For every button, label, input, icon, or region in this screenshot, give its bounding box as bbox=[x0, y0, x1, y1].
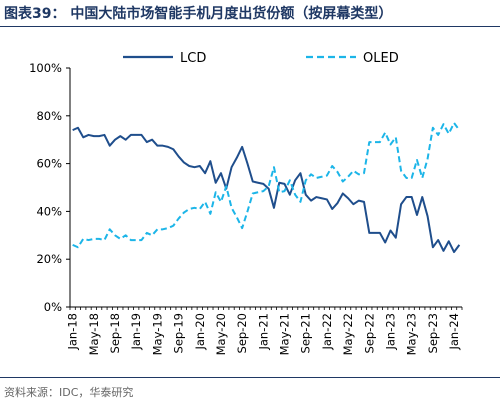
source-note: 资料来源：IDC，华泰研究 bbox=[4, 386, 134, 399]
series-line-lcd bbox=[72, 126, 461, 254]
x-tick-label: May-21 bbox=[278, 313, 292, 355]
x-tick-label: May-18 bbox=[87, 313, 101, 355]
x-tick-label: Sep-22 bbox=[362, 313, 376, 353]
title-bar: 图表39： 中国大陆市场智能手机月度出货份额（按屏幕类型） bbox=[0, 0, 500, 24]
x-tick-label: Sep-23 bbox=[426, 313, 440, 353]
x-tick-label: Jan-19 bbox=[129, 313, 143, 351]
x-tick-label: May-20 bbox=[214, 313, 228, 355]
title-divider bbox=[0, 26, 500, 27]
y-tick-label: 100% bbox=[29, 61, 62, 75]
x-tick-label: May-19 bbox=[150, 313, 164, 355]
x-tick-label: May-23 bbox=[405, 313, 419, 355]
source-divider bbox=[0, 377, 500, 378]
y-tick-label: 40% bbox=[36, 204, 62, 218]
chart-axes: 0% 20% 40% 60% 80% 100% Jan-18 May-18 Sep-18 Jan-… bbox=[29, 61, 463, 355]
legend-label-lcd: LCD bbox=[180, 51, 206, 66]
chart-legend: LCD OLED bbox=[123, 51, 399, 66]
x-tick-label: May-22 bbox=[341, 313, 355, 355]
y-tick-label: 0% bbox=[44, 300, 62, 314]
line-chart: 0% 20% 40% 60% 80% 100% Jan-18 May-18 Sep-18 Jan-… bbox=[29, 51, 463, 355]
x-tick-label: Sep-18 bbox=[108, 313, 122, 353]
x-tick-label: Jan-22 bbox=[320, 313, 334, 351]
chart-title: 图表39： 中国大陆市场智能手机月度出货份额（按屏幕类型） bbox=[4, 6, 393, 22]
y-tick-label: 60% bbox=[36, 157, 62, 171]
chart-series bbox=[72, 121, 461, 254]
x-tick-label: Sep-20 bbox=[235, 313, 249, 353]
x-tick-label: Jan-21 bbox=[256, 313, 270, 351]
x-tick-label: Jan-24 bbox=[447, 313, 461, 351]
x-tick-label: Jan-18 bbox=[66, 313, 80, 351]
series-line-oled bbox=[72, 121, 461, 249]
y-tick-label: 80% bbox=[36, 109, 62, 123]
x-tick-label: Jan-20 bbox=[193, 313, 207, 351]
x-tick-label: Sep-19 bbox=[172, 313, 186, 353]
x-tick-label: Sep-21 bbox=[299, 313, 313, 353]
y-tick-label: 20% bbox=[36, 252, 62, 266]
x-tick-label: Jan-23 bbox=[383, 313, 397, 351]
legend-label-oled: OLED bbox=[363, 51, 399, 66]
